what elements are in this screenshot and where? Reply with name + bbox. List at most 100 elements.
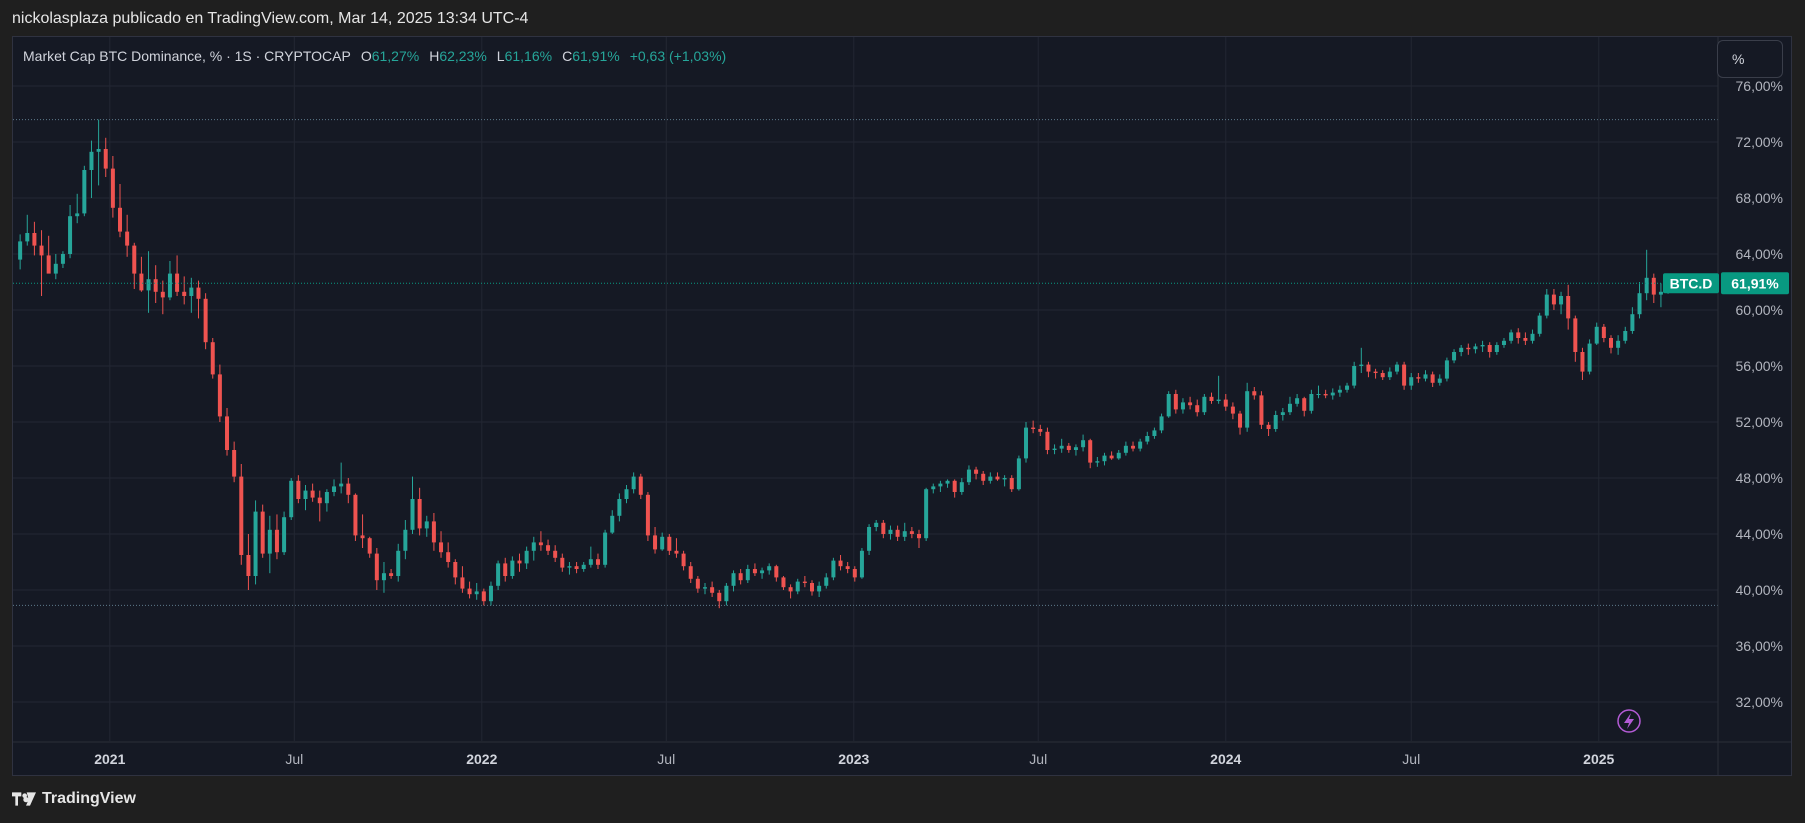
y-tick-label: 76,00% (1736, 78, 1783, 94)
candle-body (617, 499, 622, 516)
candle-body (702, 587, 707, 589)
y-tick-label: 72,00% (1736, 134, 1783, 150)
candle-body (39, 245, 44, 256)
candle-body (1152, 430, 1157, 436)
candle-body (296, 480, 301, 499)
candle-body (381, 573, 386, 581)
candle-body (1016, 458, 1021, 490)
last-price-label: 61,91% (1731, 275, 1779, 291)
x-tick-label: 2024 (1210, 751, 1241, 767)
candle-body (952, 480, 957, 492)
candle-body (1009, 478, 1014, 490)
y-tick-label: 68,00% (1736, 190, 1783, 206)
candle-body (1024, 427, 1029, 459)
candle-body (467, 588, 472, 595)
candle-body (303, 490, 308, 499)
candle-body (1380, 373, 1385, 378)
candle-body (1452, 352, 1457, 361)
candle-body (1373, 371, 1378, 373)
candle-body (1209, 396, 1214, 401)
candle-body (838, 560, 843, 567)
candle-body (317, 497, 322, 504)
candle-body (510, 560, 515, 576)
candlestick-chart[interactable]: 32,00% 36,00% 40,00% 44,00% 48,00% 52,00% 56,0… (13, 37, 1792, 776)
candle-body (446, 552, 451, 562)
candle-body (681, 553, 686, 567)
candle-body (1623, 331, 1628, 341)
candle-body (260, 511, 265, 554)
candle-body (1159, 416, 1164, 431)
candle-body (824, 577, 829, 586)
tradingview-logo-icon (12, 792, 36, 806)
candle-body (289, 480, 294, 518)
x-tick-label: Jul (1029, 751, 1047, 767)
candle-body (1516, 332, 1521, 338)
candle-body (788, 587, 793, 592)
candle-body (239, 476, 244, 555)
candle-body (588, 559, 593, 565)
candle-body (1266, 424, 1271, 429)
candle-body (1287, 403, 1292, 413)
candle-body (96, 149, 101, 152)
candle-body (795, 581, 800, 592)
candle-body (531, 542, 536, 551)
candle-body (1195, 405, 1200, 413)
candle-body (1487, 345, 1492, 352)
lightning-icon-ring (1617, 709, 1641, 733)
candle-body (1280, 412, 1285, 415)
symbol-badge-label: BTC.D (1670, 275, 1713, 291)
candle-body (1081, 440, 1086, 448)
candle-body (1387, 371, 1392, 378)
candle-body (1095, 461, 1100, 463)
candle-body (417, 499, 422, 529)
candle-body (852, 569, 857, 578)
y-tick-label: 60,00% (1736, 302, 1783, 318)
candle-body (1045, 431, 1050, 450)
candle-body (974, 469, 979, 474)
candle-body (1002, 478, 1007, 480)
candle-body (360, 535, 365, 539)
candle-body (638, 476, 643, 495)
candle-body (1573, 318, 1578, 352)
lightning-icon[interactable] (1617, 709, 1641, 733)
candle-body (1651, 277, 1656, 295)
candle-body (1330, 392, 1335, 396)
candle-body (1238, 413, 1243, 428)
candle-body (917, 534, 922, 539)
candle-body (1323, 394, 1328, 396)
candle-body (353, 494, 358, 536)
x-tick-label: 2023 (838, 751, 869, 767)
high-label: H (429, 48, 440, 64)
candle-body (1559, 296, 1564, 305)
tradingview-logo[interactable]: TradingView (12, 790, 136, 808)
candle-body (631, 476, 636, 490)
candle-body (1216, 399, 1221, 401)
candle-body (909, 531, 914, 534)
candle-body (1501, 340, 1506, 345)
candle-body (603, 532, 608, 565)
candle-body (1052, 448, 1057, 450)
candle-body (474, 591, 479, 595)
percent-icon: % (1732, 51, 1745, 67)
x-tick-label: Jul (285, 751, 303, 767)
candle-body (695, 578, 700, 589)
candle-body (902, 531, 907, 537)
candle-body (1102, 455, 1107, 462)
candle-body (1223, 399, 1228, 407)
candle-body (1601, 326, 1606, 338)
candle-body (1437, 378, 1442, 383)
candle-body (760, 570, 765, 574)
percent-scale-button[interactable]: % (1717, 40, 1783, 78)
candle-body (553, 550, 558, 558)
candle-body (1073, 447, 1078, 450)
candle-body (1637, 293, 1642, 315)
candle-body (781, 577, 786, 588)
y-tick-label: 48,00% (1736, 470, 1783, 486)
chart-panel[interactable]: Market Cap BTC Dominance, % · 1S · CRYPT… (12, 36, 1792, 776)
candle-body (1473, 346, 1478, 350)
candle-body (767, 566, 772, 571)
candle-body (1480, 345, 1485, 347)
candle-body (924, 489, 929, 539)
candle-body (809, 583, 814, 592)
candle-body (110, 168, 115, 208)
